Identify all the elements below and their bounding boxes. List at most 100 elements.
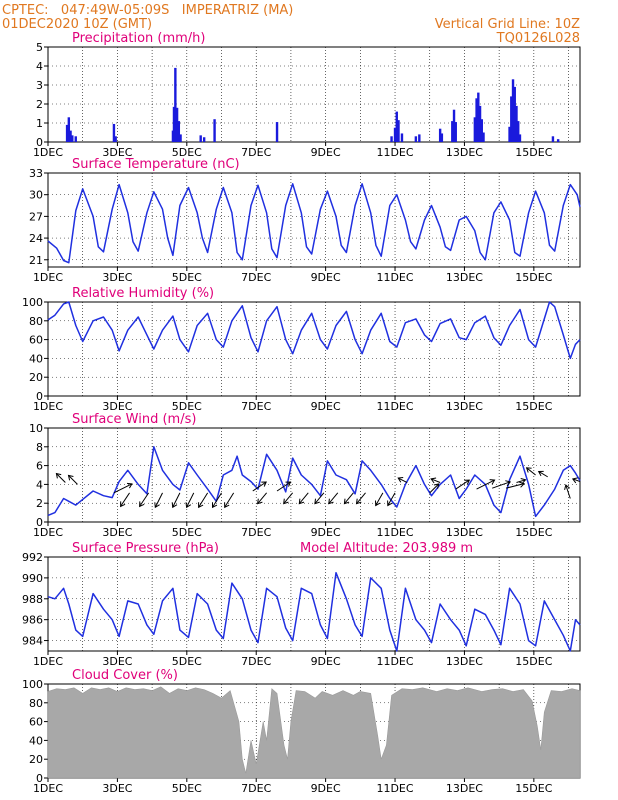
precip-bar [397, 120, 400, 142]
wind-arrow [224, 492, 235, 508]
pressure-xtick-label: 7DEC [241, 655, 271, 668]
wind-arrow [387, 492, 396, 506]
wind-ytick-label: 6 [36, 460, 43, 473]
wind-arrow-head [283, 498, 289, 505]
wind-arrow-head [505, 480, 512, 487]
humidity-line [47, 301, 581, 360]
wind-arrow [212, 492, 222, 508]
wind-arrow-head [261, 481, 267, 487]
wind-arrow [314, 492, 325, 504]
precip-bar [175, 107, 179, 142]
wind-arrow-head [489, 479, 496, 485]
run-date: 01DEC2020 10Z (GMT) [2, 17, 152, 32]
wind-arrow-head [154, 502, 160, 509]
wind-arrow-head [430, 477, 437, 484]
pressure-xtick-label: 13DEC [446, 655, 483, 668]
temperature-xtick-label: 1DEC [33, 271, 63, 284]
wind-frame [47, 427, 581, 523]
precip-bar [518, 134, 522, 142]
precipitation-ytick-label: 0 [36, 136, 43, 149]
humidity-ytick-label: 100 [22, 296, 43, 309]
cloud-cover-ytick-label: 20 [29, 753, 43, 766]
humidity-ytick-label: 80 [29, 315, 43, 328]
precip-bar [414, 136, 418, 142]
wind-arrow [283, 492, 294, 504]
cloud-cover-ytick-label: 0 [36, 772, 43, 785]
wind-arrow-head [520, 478, 527, 484]
precip-bar [480, 119, 483, 142]
precipitation-ytick-label: 2 [36, 98, 43, 111]
temperature-xtick-label: 13DEC [446, 271, 483, 284]
wind-arrow-head [67, 474, 74, 481]
wind-arrow [139, 492, 150, 507]
precip-bar [473, 117, 477, 142]
pressure-xtick-label: 3DEC [102, 655, 132, 668]
humidity-xtick-label: 11DEC [376, 400, 413, 413]
humidity-xtick-label: 3DEC [102, 400, 132, 413]
pressure-xtick-label: 11DEC [376, 655, 413, 668]
precip-bar [418, 134, 421, 142]
wind-arrow-head [464, 479, 471, 485]
wind-arrow [492, 481, 511, 489]
precip-bar [114, 136, 117, 142]
temperature-xtick-label: 7DEC [241, 271, 271, 284]
precip-bar [177, 121, 181, 142]
wind-arrow [276, 481, 291, 492]
wind-xtick-label: 1DEC [33, 526, 63, 539]
wind-arrow [328, 492, 339, 504]
pressure-frame [47, 556, 581, 652]
pressure-xtick-label: 1DEC [33, 655, 63, 668]
temperature-xtick-label: 11DEC [376, 271, 413, 284]
precip-bar [454, 122, 457, 142]
wind-arrow [572, 478, 581, 483]
wind-ytick-label: 0 [36, 516, 43, 529]
humidity-xtick-label: 9DEC [311, 400, 341, 413]
precip-bar [179, 134, 182, 142]
wind-arrow-head [120, 501, 126, 508]
wind-arrow [113, 483, 133, 494]
precipitation-ytick-label: 3 [36, 79, 43, 92]
wind-arrow [538, 471, 548, 478]
precipitation-frame [47, 46, 581, 143]
temperature-ytick-label: 21 [29, 254, 43, 267]
precipitation-xtick-label: 5DEC [172, 146, 202, 159]
wind-title: Surface Wind (m/s) [72, 412, 196, 427]
wind-arrow-head [564, 484, 571, 491]
wind-arrow-head [126, 482, 133, 489]
wind-ytick-label: 10 [29, 422, 43, 435]
precipitation-xtick-label: 3DEC [102, 146, 132, 159]
precip-bar [67, 117, 71, 142]
humidity-frame [47, 301, 581, 397]
humidity-ytick-label: 40 [29, 352, 43, 365]
pressure-ytick-label: 984 [22, 635, 43, 648]
humidity-xtick-label: 13DEC [446, 400, 483, 413]
precip-bar [510, 96, 513, 142]
wind-arrow [298, 492, 309, 504]
precip-bar [511, 79, 515, 142]
wind-arrow-head [571, 477, 578, 484]
wind-arrow-head [139, 501, 145, 508]
header: CPTEC: 047:49W-05:09S IMPERATRIZ (MA) 01… [2, 3, 580, 46]
precip-bar [74, 136, 77, 142]
wind-arrow-head [171, 502, 178, 509]
precipitation-ytick-label: 1 [36, 117, 43, 130]
wind-arrow-head [525, 467, 532, 473]
wind-arrow-head [519, 481, 526, 488]
cloud-cover-xtick-label: 5DEC [172, 782, 202, 795]
humidity-xtick-label: 1DEC [33, 400, 63, 413]
wind-arrow-head [285, 481, 292, 487]
pressure-ytick-label: 988 [22, 593, 43, 606]
wind-arrow-head [314, 498, 320, 505]
wind-arrow [172, 492, 181, 508]
precip-bar [172, 106, 176, 142]
precip-bar [440, 133, 444, 142]
precip-bar [174, 67, 177, 142]
wind-arrow [476, 479, 495, 490]
wind-arrow-head [198, 502, 204, 509]
wind-arrow [455, 479, 470, 490]
humidity-panel: 0 20 40 60 80 100 1DEC 3DEC 5DEC 7DEC 9DEC 11DEC 13D… [22, 286, 581, 413]
precip-bar [517, 121, 520, 142]
precipitation-xtick-label: 1DEC [33, 146, 63, 159]
precip-bar [475, 98, 478, 142]
cloud-cover-xtick-label: 7DEC [241, 782, 271, 795]
